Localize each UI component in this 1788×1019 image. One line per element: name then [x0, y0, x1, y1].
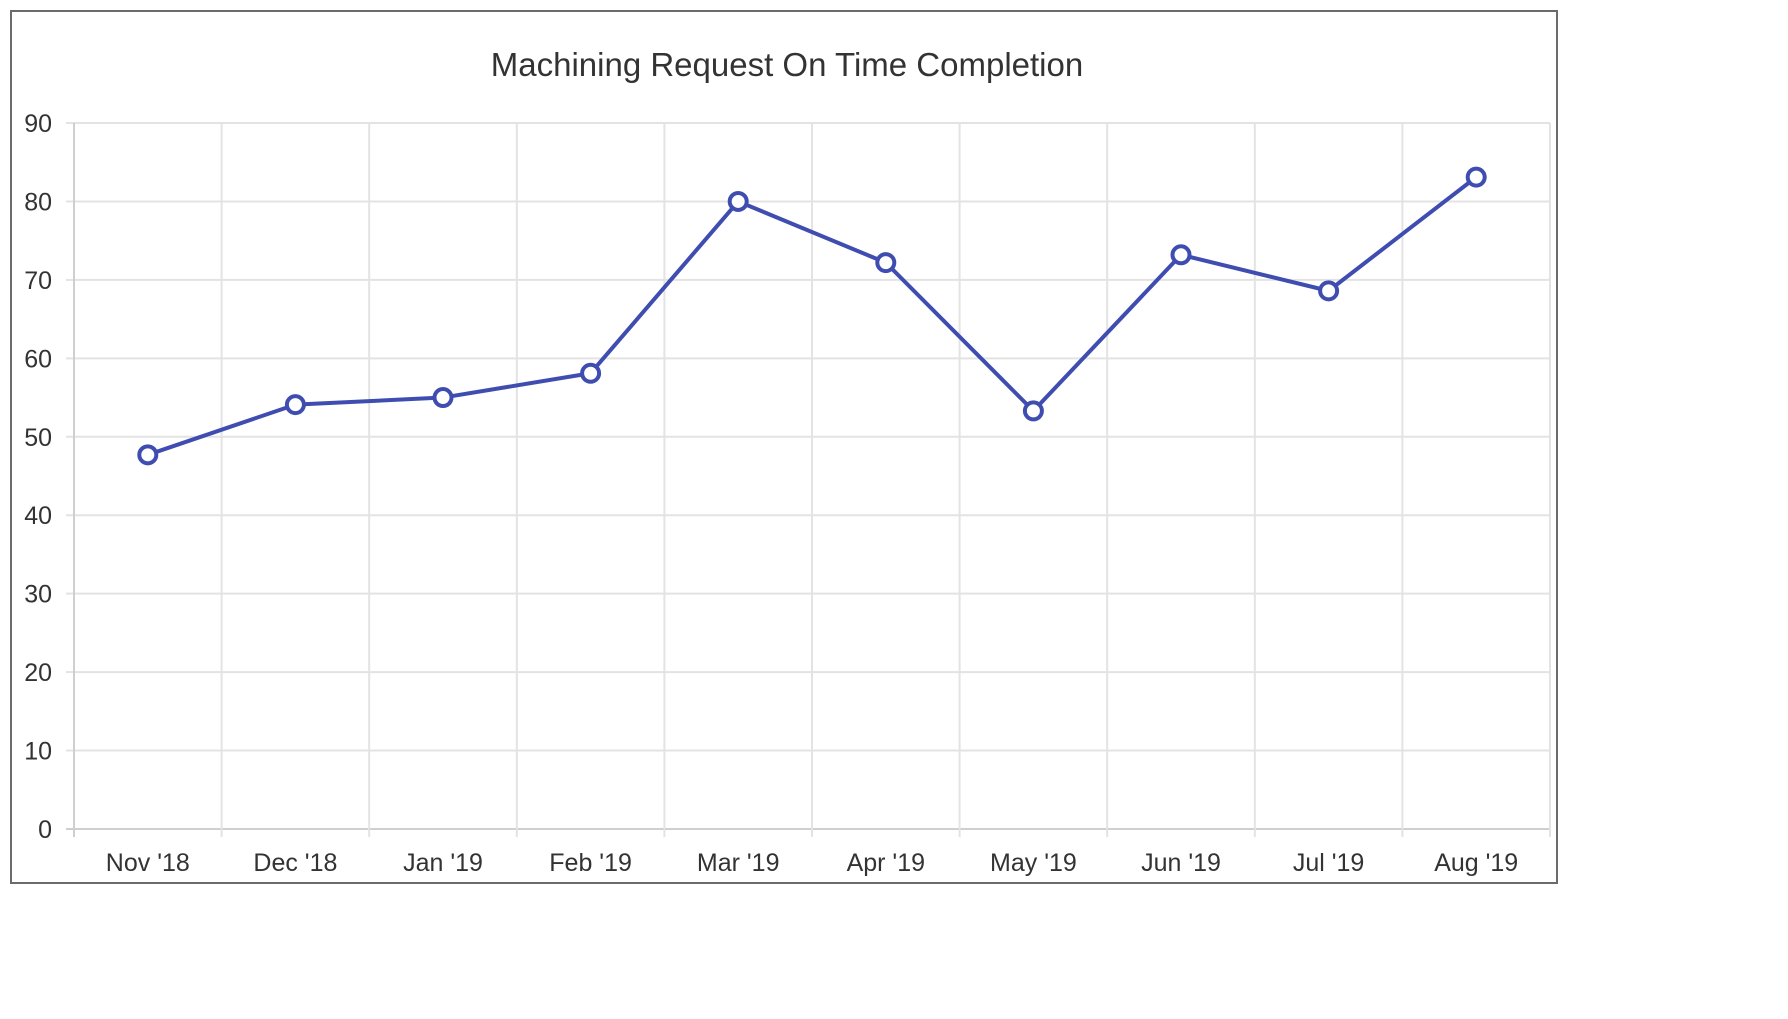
chart-title: Machining Request On Time Completion [491, 46, 1083, 83]
y-tick-label: 0 [38, 816, 52, 844]
y-tick-label: 40 [24, 502, 52, 530]
data-point[interactable] [284, 394, 306, 416]
x-tick-label: Jan '19 [403, 849, 483, 877]
y-axis-ticks: 0 10 20 30 40 50 60 70 80 90 [24, 110, 52, 844]
x-tick-label: Feb '19 [549, 849, 632, 877]
data-point[interactable] [580, 362, 602, 384]
data-point[interactable] [1318, 280, 1340, 302]
x-axis-ticks: Nov '18 Dec '18 Jan '19 Feb '19 Mar '19 Apr '… [106, 849, 1518, 877]
series-layer [137, 166, 1487, 466]
data-point[interactable] [875, 252, 897, 274]
x-tick-label: Aug '19 [1434, 849, 1518, 877]
x-tick-label: Jul '19 [1293, 849, 1364, 877]
y-tick-label: 60 [24, 345, 52, 373]
y-tick-label: 20 [24, 659, 52, 687]
series-line [147, 175, 1478, 457]
y-tick-label: 30 [24, 581, 52, 609]
data-point[interactable] [1170, 244, 1192, 266]
chart-frame [10, 10, 1558, 884]
data-point[interactable] [727, 190, 749, 212]
grid [66, 122, 1551, 837]
data-point[interactable] [1465, 166, 1487, 188]
x-tick-label: Dec '18 [253, 849, 337, 877]
data-point[interactable] [432, 387, 454, 409]
x-tick-label: Nov '18 [106, 849, 190, 877]
y-tick-label: 50 [24, 424, 52, 452]
y-tick-label: 10 [24, 738, 52, 766]
x-tick-label: Jun '19 [1141, 849, 1221, 877]
x-tick-label: May '19 [990, 849, 1077, 877]
data-point[interactable] [1022, 400, 1044, 422]
x-tick-label: Apr '19 [847, 849, 925, 877]
data-point[interactable] [137, 444, 159, 466]
y-tick-label: 90 [24, 110, 52, 138]
x-tick-label: Mar '19 [697, 849, 780, 877]
y-tick-label: 80 [24, 188, 52, 216]
y-tick-label: 70 [24, 267, 52, 295]
